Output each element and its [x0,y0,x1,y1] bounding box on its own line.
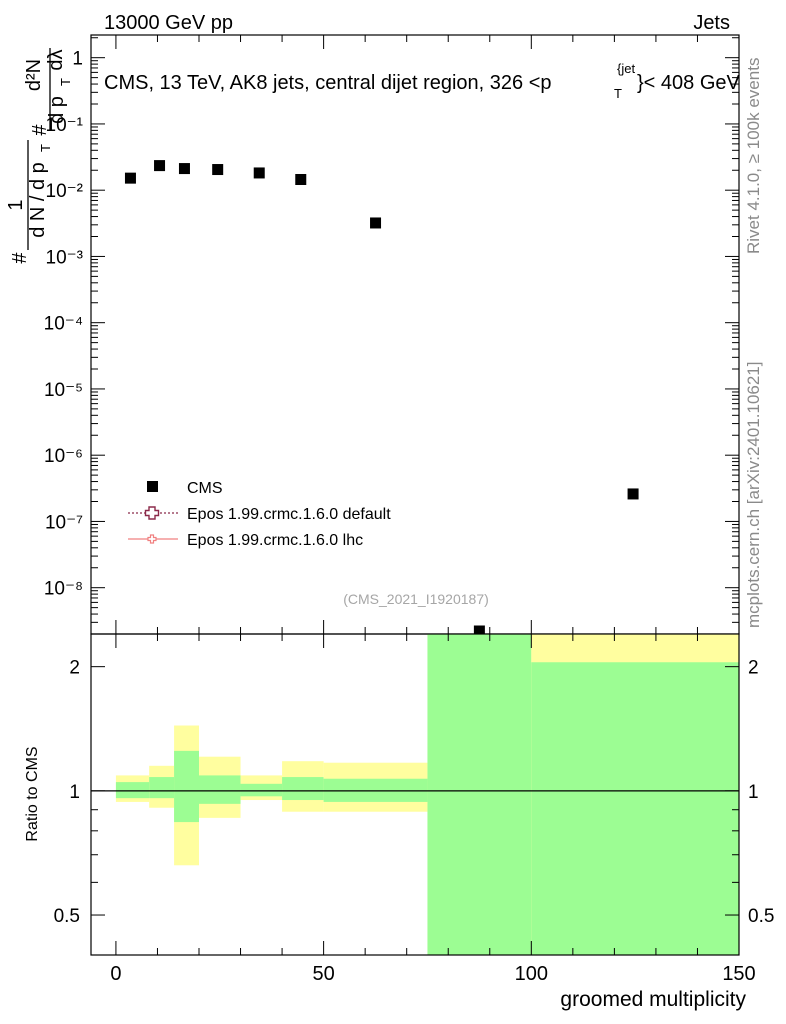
x-tick-label: 0 [110,963,121,985]
title-subscript: T [614,86,622,101]
ratio-green-band [240,783,283,797]
ylabel-dl: dλ [45,49,67,70]
legend-cms-marker [147,481,158,492]
ratio-y-tick-label-left: 0.5 [54,906,80,927]
x-tick-labels: 0 50 100 150 [110,963,755,985]
main-y-axis-label: # 1 d N / d p T # d p T d²N dλ [5,48,73,264]
legend: CMS Epos 1.99.crmc.1.6.0 default Epos 1.… [128,480,391,549]
ratio-uncertainty-bands [115,634,739,955]
ylabel-d2n: d²N [23,59,45,91]
cms-data-point [212,164,224,176]
cms-data-point [253,167,265,179]
title-superscript: {jet [617,61,635,76]
mcplots-source-label: mcplots.cern.ch [arXiv:2401.10621] [744,361,763,628]
ratio-green-band [199,775,241,804]
ratio-green-band [282,777,324,801]
cms-data-point [473,625,485,637]
ratio-green-band [174,750,199,823]
ylabel-dp: d p [46,96,68,124]
rivet-version-label: Rivet 4.1.0, ≥ 100k events [744,57,763,254]
main-y-tick-label: 10⁻¹ [46,115,84,136]
main-y-tick-label: 10⁻⁵ [44,380,83,401]
cms-data-point [154,160,166,172]
ratio-y-tick-label-right: 0.5 [748,906,774,927]
ylabel-hash: # [9,252,31,264]
main-y-tick-label: 10⁻⁶ [44,446,83,467]
main-y-tick-labels: 1 10⁻¹ 10⁻² 10⁻³ 10⁻⁴ 10⁻⁵ 10⁻⁶ 10⁻⁷ 10⁻⁸ [44,49,83,600]
main-y-tick-label: 10⁻⁷ [45,512,83,533]
ratio-y-tick-label-left: 1 [69,782,80,803]
x-axis-label: groomed multiplicity [560,988,746,1011]
title-end: }< 408 GeV [637,72,741,94]
ratio-y-tick-label-right: 2 [748,658,759,679]
title-text: CMS, 13 TeV, AK8 jets, central dijet reg… [104,72,552,94]
plot-title: CMS, 13 TeV, AK8 jets, central dijet reg… [104,61,741,101]
main-y-tick-label: 10⁻³ [46,247,84,268]
x-tick-label: 100 [515,963,548,985]
legend-entry-epos-default: Epos 1.99.crmc.1.6.0 default [187,506,391,523]
ylabel-hash2: # [29,124,51,136]
ratio-green-band [115,782,150,799]
ylabel-t2: T [58,78,73,86]
header-right: Jets [693,12,730,34]
analysis-watermark: (CMS_2021_I1920187) [343,591,489,607]
cms-data-point [178,163,190,175]
ratio-y-tick-label-right: 1 [748,782,759,803]
ratio-green-band [149,777,175,799]
main-y-tick-label: 10⁻² [46,181,84,202]
header-left: 13000 GeV pp [104,12,233,34]
legend-epos-default-marker [144,506,160,520]
ratio-plot-frame [90,633,740,956]
main-y-ticks [91,35,740,635]
legend-entry-cms: CMS [187,480,223,497]
main-y-tick-label: 10⁻⁸ [44,579,83,600]
main-y-tick-label: 10⁻⁴ [44,314,83,335]
ylabel-one: 1 [5,199,27,210]
x-tick-label: 150 [722,963,755,985]
cms-data-points [124,160,639,637]
cms-data-point [370,217,382,229]
legend-entry-epos-lhc: Epos 1.99.crmc.1.6.0 lhc [187,532,363,549]
x-tick-label: 50 [312,963,334,985]
ratio-y-axis-label: Ratio to CMS [24,746,41,841]
cms-data-point [295,173,307,185]
ylabel-t: T [38,144,53,152]
ratio-y-tick-label-left: 2 [69,658,80,679]
ratio-green-band [427,634,532,955]
cms-data-point [627,488,639,500]
legend-epos-lhc-marker [147,534,157,544]
cms-data-point [124,172,136,184]
ratio-y-tick-labels: 0.5 0.5 1 1 2 2 [54,658,775,927]
main-y-tick-label: 1 [72,49,83,70]
ratio-green-band [531,662,739,955]
ylabel-dn: d N / d p [27,162,49,238]
